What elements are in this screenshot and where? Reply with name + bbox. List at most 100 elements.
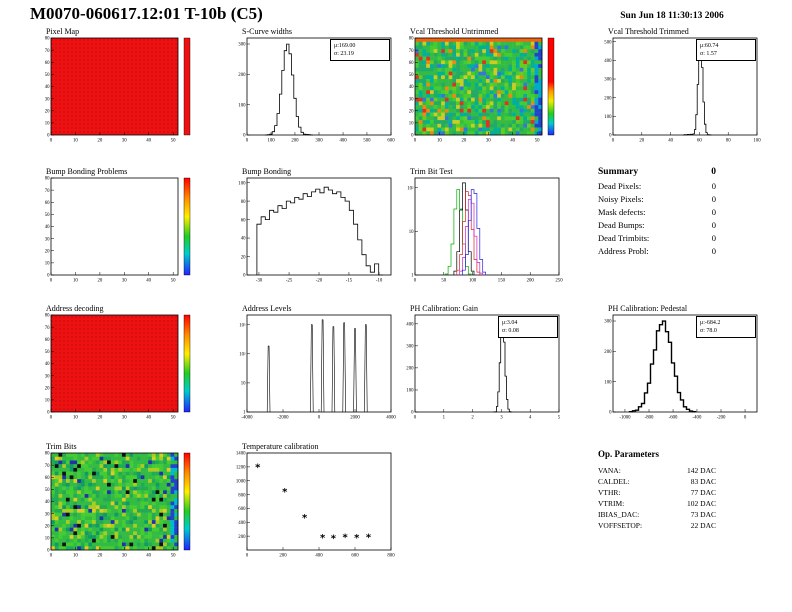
summary-title: Summary — [598, 167, 639, 177]
svg-text:10: 10 — [73, 554, 78, 559]
svg-text:1: 1 — [243, 411, 246, 416]
svg-text:*: * — [255, 463, 261, 474]
svg-text:30: 30 — [122, 416, 127, 421]
svg-text:30: 30 — [122, 279, 127, 284]
chart-title: S-Curve widths — [242, 27, 292, 36]
svg-text:2000: 2000 — [350, 416, 360, 421]
stat-mean: μ:60.74 — [700, 43, 719, 49]
op-parameter-label: IBIAS_DAC: — [598, 510, 640, 519]
pixel-map-canvas: 0 10 20 30 40 50 0 10 20 30 40 50 60 70 80 — [45, 37, 191, 144]
svg-text:10: 10 — [45, 122, 50, 127]
svg-text:70: 70 — [45, 464, 50, 469]
op-parameter-label: VANA: — [598, 466, 621, 475]
chart-title: Address Levels — [242, 304, 292, 313]
svg-text:100: 100 — [604, 380, 612, 385]
svg-text:100: 100 — [267, 139, 275, 144]
svg-text:4000: 4000 — [386, 416, 396, 421]
svg-text:40: 40 — [45, 225, 50, 230]
svg-text:40: 40 — [45, 362, 50, 367]
svg-text:*: * — [282, 487, 288, 498]
chart-title: Trim Bits — [46, 442, 77, 451]
summary-label: Dead Trimbits: — [598, 233, 650, 243]
svg-text:0: 0 — [243, 134, 246, 139]
svg-text:10: 10 — [45, 537, 50, 542]
svg-text:50: 50 — [171, 554, 176, 559]
chart-scurve-widths: S-Curve widths 0 100 200 300 400 500 600 0 100 20… — [230, 26, 398, 148]
stats-box: μ:3.04 σ: 0.08 — [498, 316, 558, 338]
op-parameter-row: VTHR: 77 DAC — [598, 488, 716, 499]
svg-text:500: 500 — [604, 40, 612, 45]
stat-sigma: σ: 1.57 — [700, 51, 717, 57]
svg-text:20: 20 — [97, 554, 102, 559]
svg-text:-15: -15 — [346, 279, 353, 284]
svg-text:-25: -25 — [286, 279, 293, 284]
svg-text:30: 30 — [122, 139, 127, 144]
svg-text:100: 100 — [753, 139, 761, 144]
svg-text:20: 20 — [97, 139, 102, 144]
svg-text:400: 400 — [238, 521, 246, 526]
svg-text:40: 40 — [146, 279, 151, 284]
chart-bump-bonding-problems: Bump Bonding Problems 0 10 20 30 40 50 0 10 20 30… — [34, 166, 202, 288]
chart-vcal-threshold-untrimmed: Vcal Threshold Untrimmed 0 10 20 30 40 50 0 10 2… — [398, 26, 566, 148]
svg-text:40: 40 — [45, 85, 50, 90]
svg-text:1000: 1000 — [236, 479, 246, 484]
timestamp: Sun Jun 18 11:30:13 2006 — [620, 11, 724, 21]
svg-text:20: 20 — [461, 139, 466, 144]
svg-text:300: 300 — [604, 78, 612, 83]
vcal-untrimmed-canvas: 0 10 20 30 40 50 0 10 20 30 40 50 60 70 80 — [409, 37, 555, 144]
svg-text:100: 100 — [469, 279, 477, 284]
summary-row: Dead Trimbits: 0 — [598, 233, 716, 246]
chart-title: Temperature calibration — [242, 442, 319, 451]
svg-text:-2000: -2000 — [277, 416, 289, 421]
svg-text:10: 10 — [45, 399, 50, 404]
svg-text:250: 250 — [555, 279, 563, 284]
op-parameter-value: 73 DAC — [690, 510, 716, 519]
svg-text:0: 0 — [744, 416, 747, 421]
svg-text:200: 200 — [238, 535, 246, 540]
svg-text:0: 0 — [47, 134, 50, 139]
chart-ph-calibration-pedestal: PH Calibration: Pedestal -1000 -800 -600 -4… — [596, 303, 764, 425]
chart-pixel-map: Pixel Map 0 10 20 30 40 50 0 10 20 30 40 50 60 70 80 — [34, 26, 202, 148]
svg-text:10³: 10³ — [239, 322, 246, 328]
svg-text:50: 50 — [171, 416, 176, 421]
summary-panel: Summary 0 Dead Pixels: 0 Noisy Pixels: 0… — [598, 167, 716, 259]
svg-text:-600: -600 — [669, 416, 678, 421]
svg-text:10: 10 — [73, 139, 78, 144]
svg-text:1400: 1400 — [236, 452, 246, 457]
svg-text:20: 20 — [241, 255, 246, 260]
svg-text:10: 10 — [45, 262, 50, 267]
chart-temperature-calibration: Temperature calibration 0 200 400 600 800 200… — [230, 441, 398, 563]
svg-text:30: 30 — [486, 139, 491, 144]
svg-text:80: 80 — [45, 177, 50, 182]
svg-text:1: 1 — [411, 274, 414, 279]
svg-text:20: 20 — [45, 109, 50, 114]
op-parameter-label: CALDEL: — [598, 477, 630, 486]
svg-text:10²: 10² — [407, 185, 414, 191]
summary-row: Address Probl: 0 — [598, 246, 716, 259]
op-parameter-value: 142 DAC — [687, 466, 716, 475]
stat-mean: μ:3.04 — [502, 320, 518, 326]
bump-bonding-canvas: -30 -25 -20 -15 -10 0 20 40 60 80 100 — [238, 177, 392, 284]
svg-text:2: 2 — [471, 416, 474, 421]
op-parameter-row: VANA: 142 DAC — [598, 466, 716, 477]
svg-text:300: 300 — [238, 43, 246, 48]
chart-address-levels: Address Levels -4000 -2000 0 2000 4000 1 10 10²… — [230, 303, 398, 425]
chart-title: Bump Bonding Problems — [46, 167, 128, 176]
chart-title: Vcal Threshold Untrimmed — [410, 27, 499, 36]
svg-text:*: * — [302, 513, 308, 524]
op-parameter-value: 77 DAC — [690, 488, 716, 497]
svg-text:60: 60 — [697, 139, 702, 144]
svg-text:0: 0 — [50, 416, 53, 421]
svg-text:30: 30 — [122, 554, 127, 559]
bump-problems-canvas: 0 10 20 30 40 50 0 10 20 30 40 50 60 70 80 — [45, 177, 191, 284]
op-parameter-label: VTHR: — [598, 488, 621, 497]
stat-mean: μ:169.00 — [334, 43, 356, 49]
svg-text:30: 30 — [409, 97, 414, 102]
svg-text:50: 50 — [45, 73, 50, 78]
svg-text:50: 50 — [171, 279, 176, 284]
vcal-trimmed-canvas: 0 20 40 60 80 100 0 100 200 300 400 500 — [604, 37, 761, 144]
svg-text:*: * — [320, 533, 326, 544]
svg-text:0: 0 — [609, 411, 612, 416]
svg-text:50: 50 — [45, 488, 50, 493]
